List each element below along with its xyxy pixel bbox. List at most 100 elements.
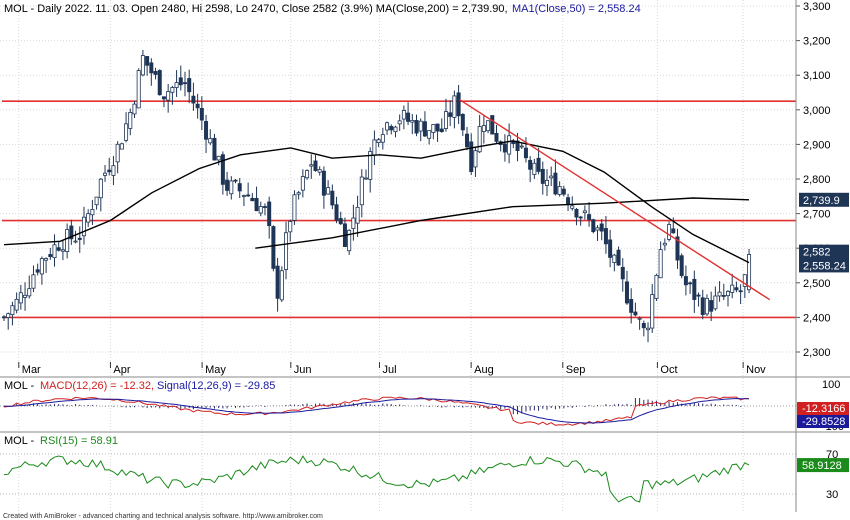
candle-body <box>31 274 36 289</box>
candle-body <box>149 62 154 74</box>
y-tick-label: 3,200 <box>803 36 831 48</box>
signal-title: Signal(12,26,9) = -29.85 <box>157 380 275 392</box>
candle-body <box>174 82 179 88</box>
candle-body <box>704 297 709 315</box>
macd-lines <box>3 396 750 426</box>
rsi-line <box>3 455 750 503</box>
candle-body <box>747 254 752 291</box>
candle-body <box>208 138 213 144</box>
candle-body <box>591 219 596 233</box>
ma50-badge: 2,558.24 <box>803 260 846 272</box>
ma200-badge-bg <box>799 192 849 207</box>
candle-body <box>730 284 735 293</box>
candle-body <box>132 103 137 115</box>
candle-body <box>115 143 120 163</box>
candle-body <box>557 186 562 195</box>
candle-body <box>216 155 221 161</box>
candle-body <box>549 175 554 179</box>
candle-body <box>65 229 70 252</box>
rsi-title-prefix: MOL - <box>4 435 34 447</box>
candle-body <box>351 217 356 229</box>
candle-body <box>355 206 360 224</box>
macd-title: MACD(12,26) = -12.32, <box>40 380 154 392</box>
macd-badge-bg <box>797 402 849 415</box>
candle-body <box>519 145 524 148</box>
candle-body <box>317 169 322 173</box>
candle-body <box>393 126 398 133</box>
candle-body <box>313 160 318 171</box>
y-tick-label: 2,300 <box>803 347 831 359</box>
y-tick-label: 2,400 <box>803 312 831 324</box>
candle-body <box>696 294 701 297</box>
candle-body <box>225 179 230 191</box>
candle-body <box>460 114 465 131</box>
candle-body <box>620 266 625 280</box>
rsi-badge: 58.9128 <box>802 460 842 472</box>
ma50-line <box>3 140 750 264</box>
rsi-badge-bg <box>797 458 849 473</box>
rsi-panel: 70 30 58.9128 MOL - RSI(15) = 58.91 <box>0 435 849 503</box>
candle-body <box>237 183 242 192</box>
candle-body <box>284 232 289 270</box>
candle-body <box>60 249 65 252</box>
y-tick-label: 3,100 <box>803 70 831 82</box>
candle-body <box>427 130 432 139</box>
candle-body <box>406 112 411 122</box>
candle-body <box>321 170 326 196</box>
candle-body <box>624 281 629 304</box>
candle-body <box>347 229 352 252</box>
candle-body <box>305 170 310 179</box>
candle-body <box>44 258 49 261</box>
candle-body <box>507 135 512 155</box>
candle-body <box>658 249 663 279</box>
candle-body <box>288 221 293 233</box>
candle-body <box>721 295 726 297</box>
rsi-title: RSI(15) = 58.91 <box>40 435 118 447</box>
candle-body <box>641 322 646 329</box>
candle-body <box>709 300 714 312</box>
candle-body <box>578 216 583 219</box>
candle-body <box>178 77 183 86</box>
candle-body <box>27 288 32 297</box>
candle-body <box>300 176 305 191</box>
candle-body <box>486 120 491 132</box>
candlesticks <box>2 49 752 343</box>
candle-body <box>410 120 415 123</box>
macd-y-label: 100 <box>822 379 840 391</box>
ma50-badge-bg <box>799 258 849 273</box>
candle-body <box>204 121 209 140</box>
candle-body <box>161 96 166 100</box>
candle-body <box>2 316 7 319</box>
candle-body <box>187 78 192 93</box>
signal-badge: -29.8528 <box>802 416 845 428</box>
candle-body <box>279 270 284 301</box>
candle-body <box>56 247 61 251</box>
price-y-axis: 3,3003,2003,1003,0002,9002,8002,7002,600… <box>796 1 831 359</box>
candle-body <box>603 228 608 245</box>
candle-body <box>372 139 377 156</box>
candle-body <box>570 205 575 209</box>
candle-body <box>683 276 688 286</box>
candle-body <box>157 70 162 96</box>
close-badge-bg <box>799 244 849 259</box>
macd-badge: -12.3166 <box>802 403 845 415</box>
candle-body <box>111 165 116 176</box>
candle-body <box>220 154 225 185</box>
candle-body <box>650 294 655 329</box>
candle-body <box>233 179 238 182</box>
candle-body <box>465 133 470 148</box>
month-label: Apr <box>113 364 130 376</box>
y-tick-label: 2,900 <box>803 139 831 151</box>
candle-body <box>574 208 579 218</box>
price-panel-bg <box>0 0 796 377</box>
month-label: Jul <box>382 364 396 376</box>
candle-body <box>292 194 297 221</box>
candle-body <box>654 274 659 299</box>
candle-body <box>35 269 40 273</box>
candle-body <box>536 157 541 172</box>
candle-body <box>73 240 78 243</box>
candle-body <box>443 111 448 129</box>
rsi-y-label: 70 <box>826 449 838 461</box>
candle-body <box>195 103 200 109</box>
